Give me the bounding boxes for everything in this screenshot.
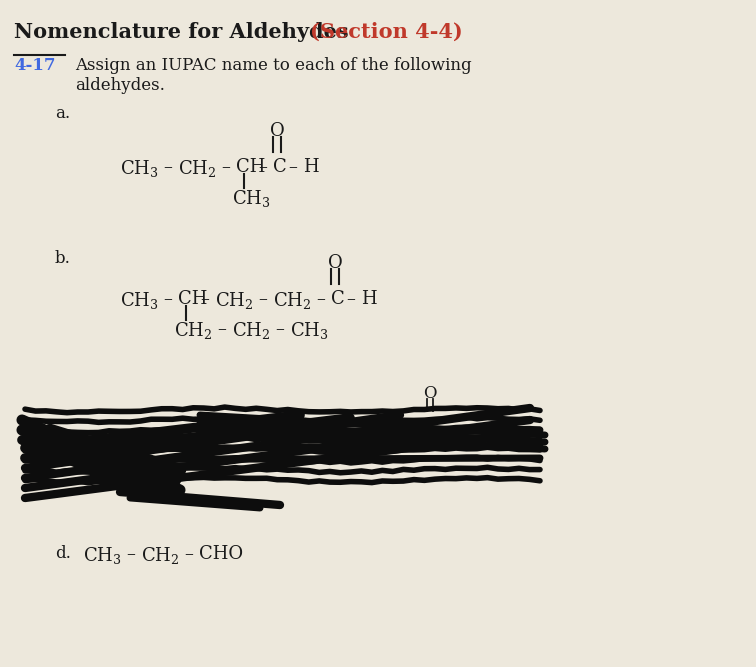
Text: $\mathregular{CH_2}$: $\mathregular{CH_2}$ (174, 320, 212, 341)
Text: $\mathregular{CH_3}$: $\mathregular{CH_3}$ (232, 188, 271, 209)
Text: b.: b. (55, 250, 71, 267)
Text: $\mathregular{CH_2}$: $\mathregular{CH_2}$ (232, 320, 271, 341)
Text: –: – (200, 290, 209, 308)
Text: $\mathregular{CH_2}$: $\mathregular{CH_2}$ (273, 290, 311, 311)
Text: –: – (258, 158, 267, 176)
Text: –: – (288, 158, 297, 176)
Text: CHO: CHO (199, 545, 243, 563)
Text: $\mathregular{CH_3}$: $\mathregular{CH_3}$ (83, 545, 122, 566)
Text: H: H (361, 290, 376, 308)
Text: 4-17: 4-17 (14, 57, 55, 74)
Text: H: H (303, 158, 318, 176)
Text: $\mathregular{CH_2}$: $\mathregular{CH_2}$ (178, 158, 216, 179)
Text: $\mathregular{CH_2}$: $\mathregular{CH_2}$ (215, 290, 253, 311)
Text: –: – (163, 290, 172, 308)
Text: –: – (275, 320, 284, 338)
Text: –: – (316, 290, 325, 308)
Text: (Section 4-4): (Section 4-4) (310, 22, 463, 42)
Text: O: O (423, 385, 437, 402)
Text: –: – (346, 290, 355, 308)
Text: CH: CH (178, 290, 207, 308)
Text: C: C (273, 158, 287, 176)
Text: $\mathregular{CH_3}$: $\mathregular{CH_3}$ (120, 158, 159, 179)
Text: C: C (331, 290, 345, 308)
Text: Assign an IUPAC name to each of the following: Assign an IUPAC name to each of the foll… (75, 57, 472, 74)
Text: $\mathregular{CH_2}$: $\mathregular{CH_2}$ (141, 545, 179, 566)
Text: Nomenclature for Aldehydes: Nomenclature for Aldehydes (14, 22, 356, 42)
Text: –: – (126, 545, 135, 563)
Text: O: O (327, 254, 342, 272)
Text: a.: a. (55, 105, 70, 122)
Text: d.: d. (55, 545, 71, 562)
Text: –: – (258, 290, 267, 308)
Text: aldehydes.: aldehydes. (75, 77, 165, 94)
Text: –: – (184, 545, 193, 563)
Text: –: – (217, 320, 226, 338)
Text: O: O (270, 122, 284, 140)
Text: CH: CH (236, 158, 265, 176)
Text: –: – (221, 158, 230, 176)
Text: $\mathregular{CH_3}$: $\mathregular{CH_3}$ (120, 290, 159, 311)
Text: $\mathregular{CH_3}$: $\mathregular{CH_3}$ (290, 320, 329, 341)
Text: –: – (163, 158, 172, 176)
